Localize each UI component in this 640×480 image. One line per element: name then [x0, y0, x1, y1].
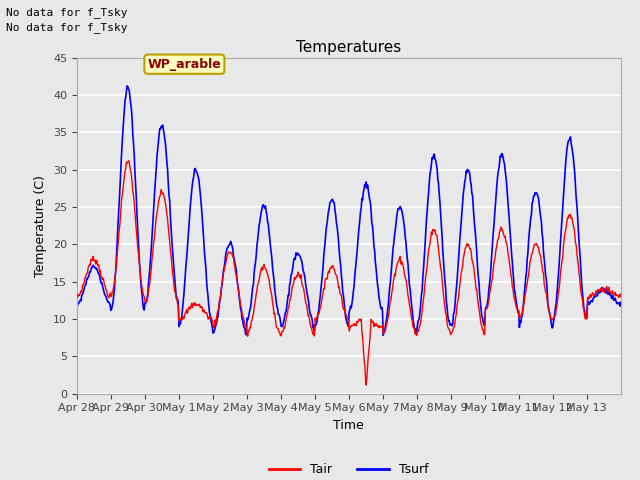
Title: Temperatures: Temperatures — [296, 40, 401, 55]
Text: WP_arable: WP_arable — [147, 58, 221, 71]
X-axis label: Time: Time — [333, 419, 364, 432]
Y-axis label: Temperature (C): Temperature (C) — [35, 175, 47, 276]
Text: No data for f_Tsky: No data for f_Tsky — [6, 7, 128, 18]
Text: No data for f_Tsky: No data for f_Tsky — [6, 22, 128, 33]
Legend: Tair, Tsurf: Tair, Tsurf — [264, 458, 433, 480]
